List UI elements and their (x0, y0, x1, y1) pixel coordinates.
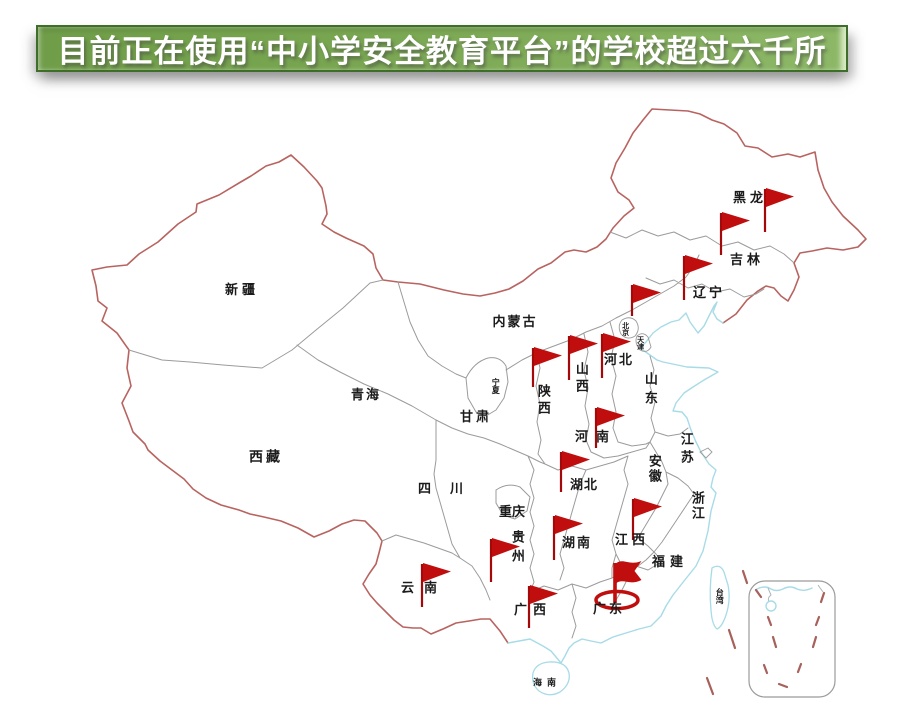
planted-flag-marker-guangdong (594, 561, 642, 611)
hainan-island (531, 661, 570, 696)
flag-marker-shaanxi (531, 347, 562, 387)
inset-nine-dash-line (754, 588, 826, 689)
title-banner: 目前正在使用“中小学安全教育平台”的学校超过六千所 (36, 25, 848, 72)
flags-layer (420, 188, 794, 628)
taiwan-island (709, 565, 730, 630)
beijing-tianjin-outline (618, 317, 713, 459)
flag-marker-jiangxi (631, 498, 662, 540)
nine-dash-segments (705, 569, 749, 696)
inset-coastline (756, 586, 813, 592)
flag-marker-guizhou (489, 538, 520, 582)
flag-marker-hubei (559, 451, 590, 492)
flag-marker-jilin (682, 255, 713, 300)
flag-marker-shanxi (567, 335, 598, 380)
inset-border (748, 580, 836, 698)
inset-hainan-island (765, 600, 777, 612)
national-border (91, 108, 867, 644)
flag-marker-guangxi (527, 585, 558, 628)
flag-marker-heilongjiang-east (763, 188, 794, 232)
south-china-sea-inset (748, 580, 836, 698)
flag-marker-hunan (552, 515, 583, 560)
flag-marker-hebei (600, 333, 631, 378)
flag-marker-yunnan (420, 563, 451, 607)
title-text: 目前正在使用“中小学安全教育平台”的学校超过六千所 (57, 34, 827, 69)
flag-marker-liaoning (630, 284, 661, 316)
flag-marker-henan (594, 407, 625, 448)
coastline (507, 301, 724, 664)
flag-marker-heilongjiang-west (719, 212, 750, 255)
province-borders (128, 229, 794, 639)
